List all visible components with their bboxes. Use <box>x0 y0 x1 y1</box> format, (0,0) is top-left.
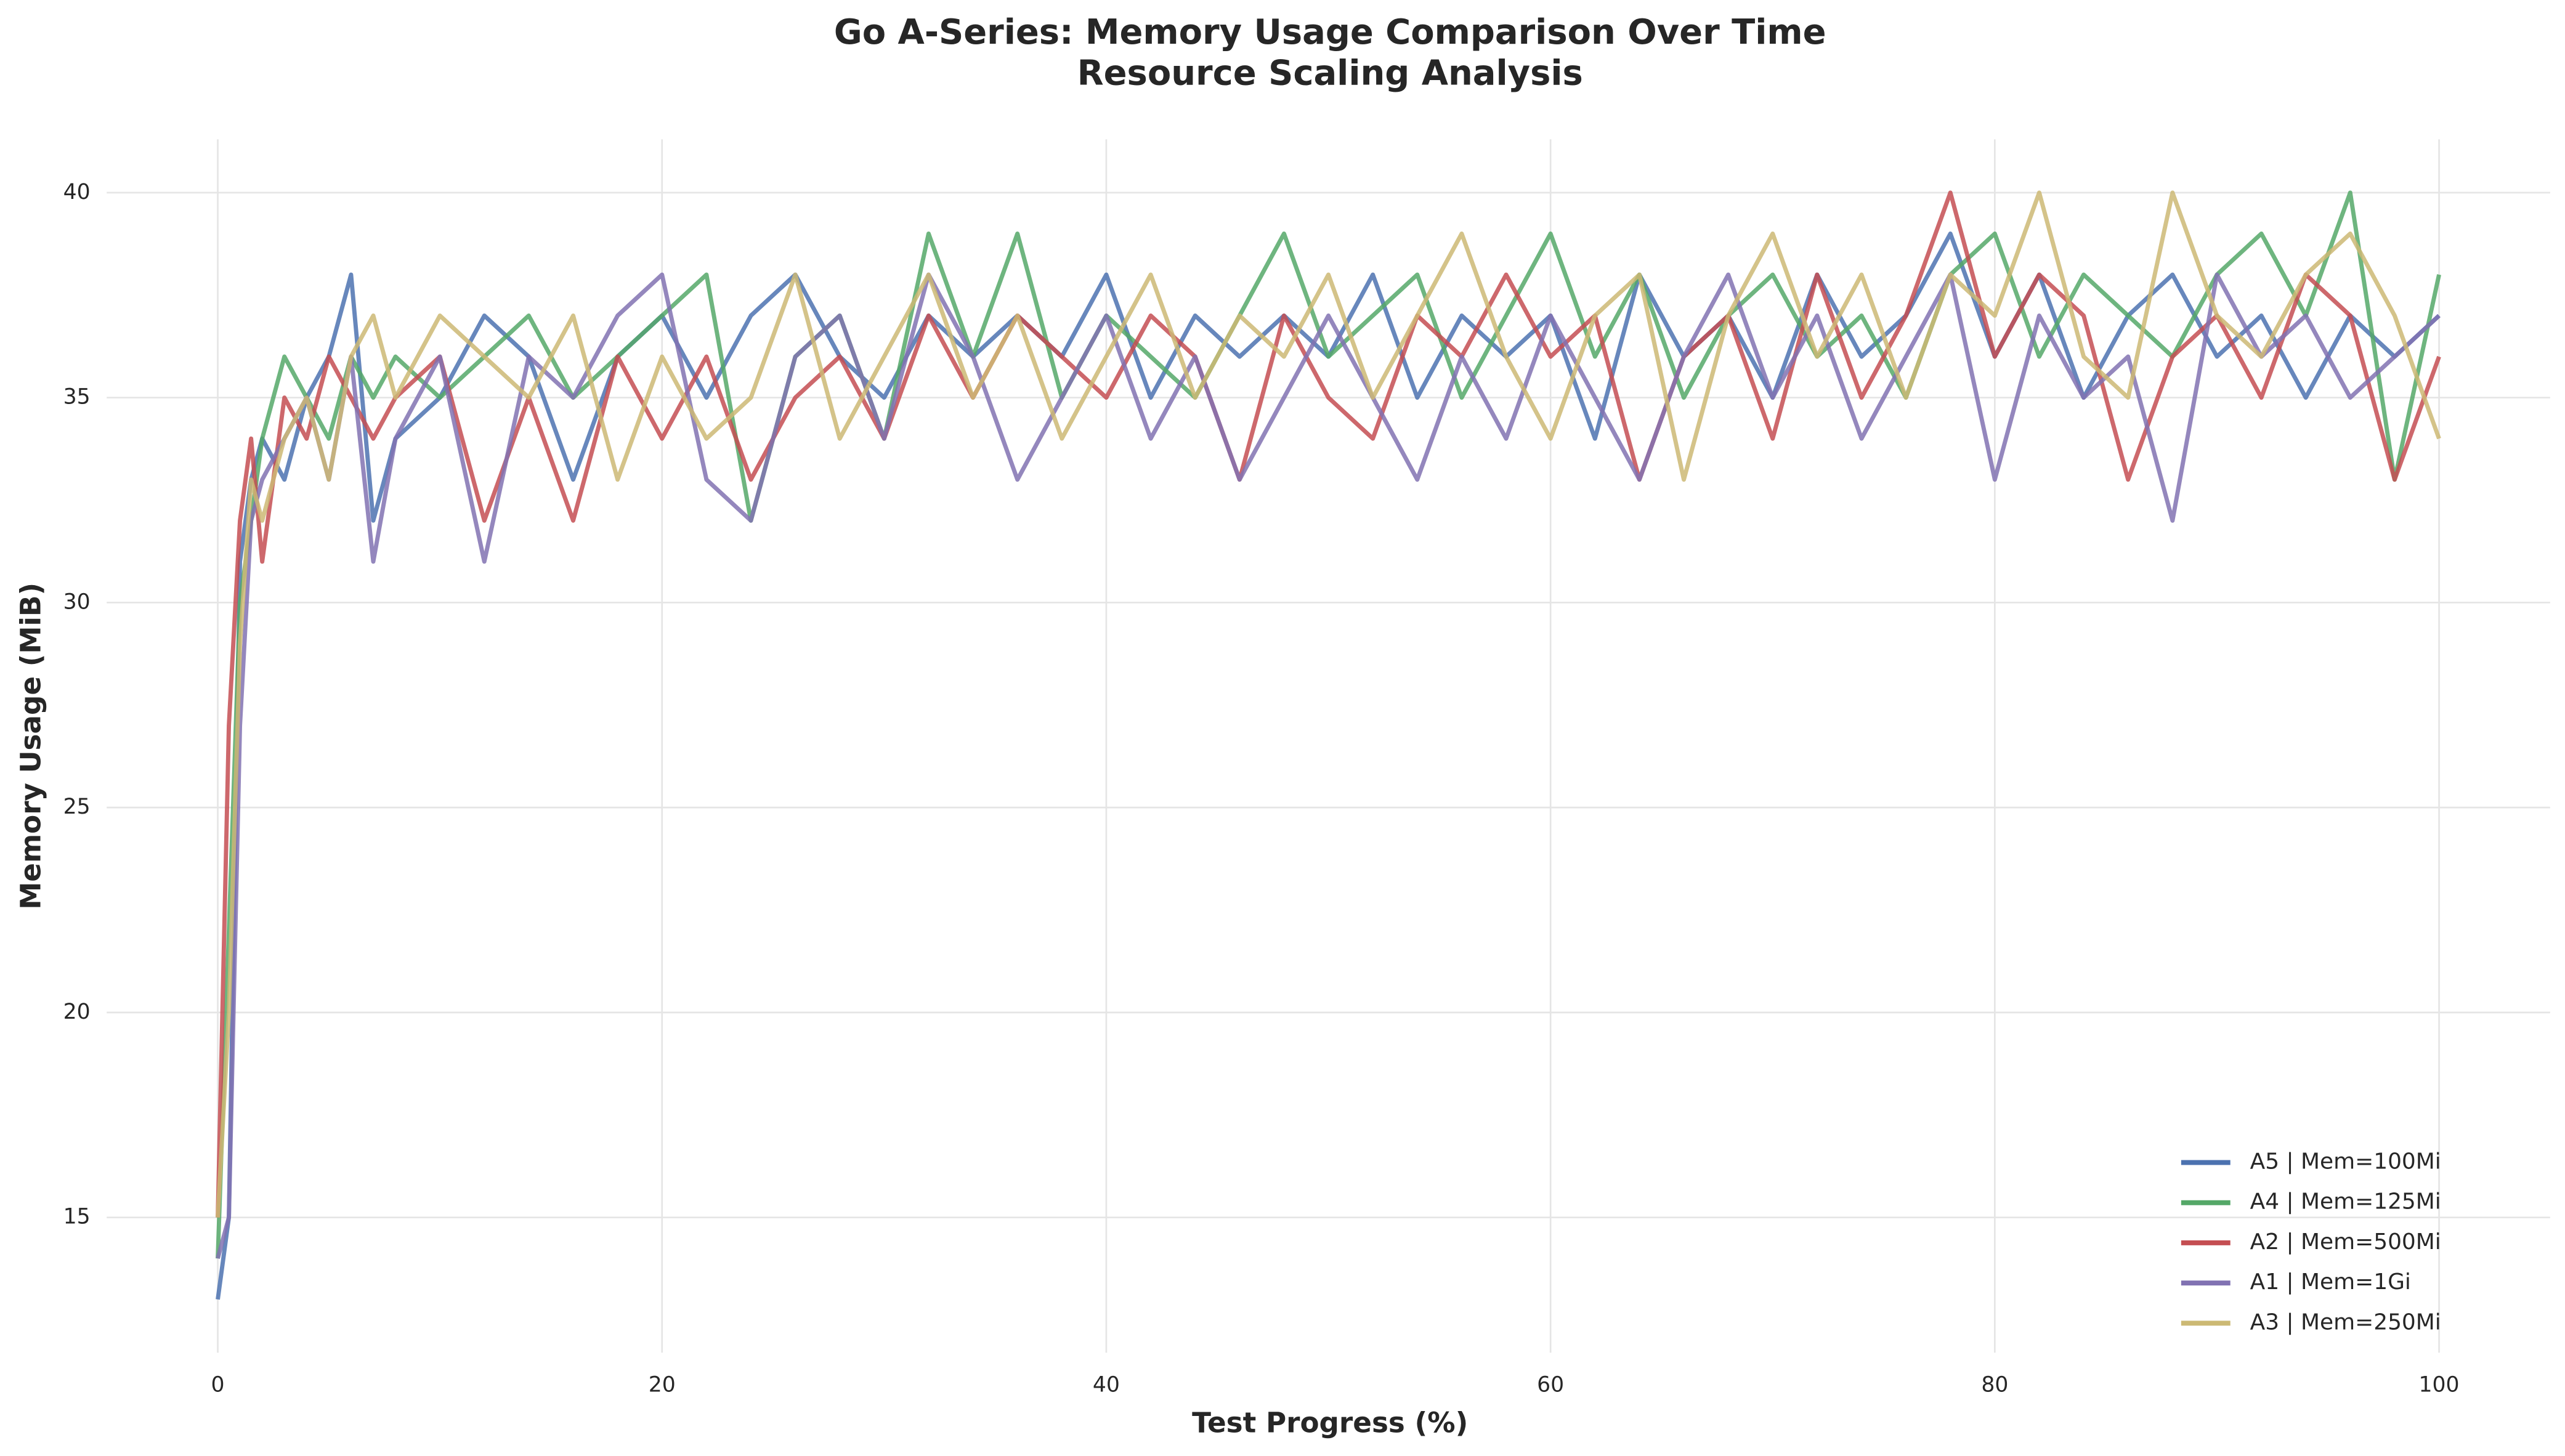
legend-label: A5 | Mem=100Mi <box>2250 1149 2441 1174</box>
series-line <box>216 190 2441 1218</box>
y-tick-label: 25 <box>63 795 91 819</box>
y-tick-label: 35 <box>63 385 91 410</box>
chart-subtitle: Resource Scaling Analysis <box>1077 54 1583 94</box>
y-tick-label: 40 <box>63 180 91 204</box>
legend-label: A2 | Mem=500Mi <box>2250 1229 2441 1255</box>
y-axis-label: Memory Usage (MiB) <box>14 583 47 910</box>
legend-label: A1 | Mem=1Gi <box>2250 1269 2411 1295</box>
x-tick-label: 80 <box>1981 1373 2008 1397</box>
y-tick-label: 20 <box>63 1000 91 1024</box>
legend-label: A3 | Mem=250Mi <box>2250 1309 2441 1335</box>
x-axis-label: Test Progress (%) <box>1192 1406 1468 1439</box>
y-tick-label: 30 <box>63 589 91 614</box>
x-tick-label: 40 <box>1093 1373 1120 1397</box>
series-line <box>216 272 2441 1260</box>
x-tick-label: 100 <box>2419 1373 2460 1397</box>
y-tick-label: 15 <box>63 1205 91 1229</box>
grid <box>107 139 2550 1353</box>
chart-title: Go A-Series: Memory Usage Comparison Ove… <box>834 12 1826 52</box>
legend-label: A4 | Mem=125Mi <box>2250 1189 2441 1215</box>
legend: A5 | Mem=100Mi A4 | Mem=125Mi A2 | Mem=500… <box>2181 1149 2441 1335</box>
x-tick-label: 0 <box>211 1373 225 1397</box>
series-line <box>216 190 2441 1218</box>
x-tick-label: 60 <box>1537 1373 1564 1397</box>
x-tick-label: 20 <box>649 1373 676 1397</box>
